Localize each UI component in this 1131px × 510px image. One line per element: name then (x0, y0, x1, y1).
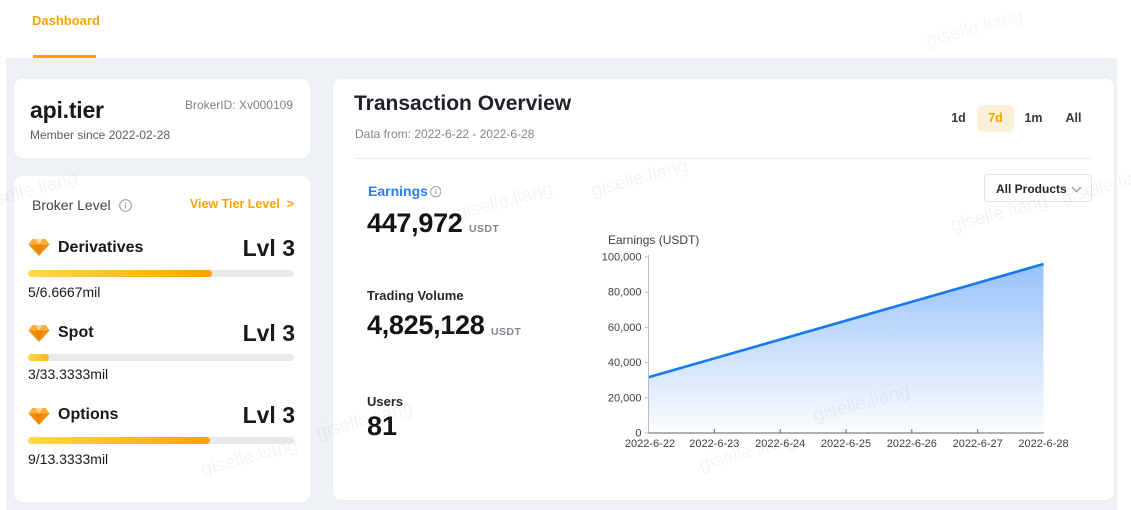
svg-text:2022-6-22: 2022-6-22 (625, 438, 675, 450)
svg-text:2022-6-23: 2022-6-23 (689, 438, 739, 450)
svg-text:2022-6-27: 2022-6-27 (953, 438, 1003, 450)
svg-text:0: 0 (635, 428, 641, 440)
svg-text:2022-6-28: 2022-6-28 (1018, 438, 1068, 450)
svg-text:2022-6-24: 2022-6-24 (755, 438, 805, 450)
svg-text:Earnings (USDT): Earnings (USDT) (608, 233, 699, 247)
svg-text:40,000: 40,000 (608, 357, 642, 369)
svg-text:2022-6-26: 2022-6-26 (887, 438, 937, 450)
svg-text:100,000: 100,000 (602, 252, 642, 264)
svg-text:80,000: 80,000 (608, 287, 642, 299)
svg-text:2022-6-25: 2022-6-25 (821, 438, 871, 450)
svg-text:20,000: 20,000 (608, 392, 642, 404)
svg-text:60,000: 60,000 (608, 322, 642, 334)
